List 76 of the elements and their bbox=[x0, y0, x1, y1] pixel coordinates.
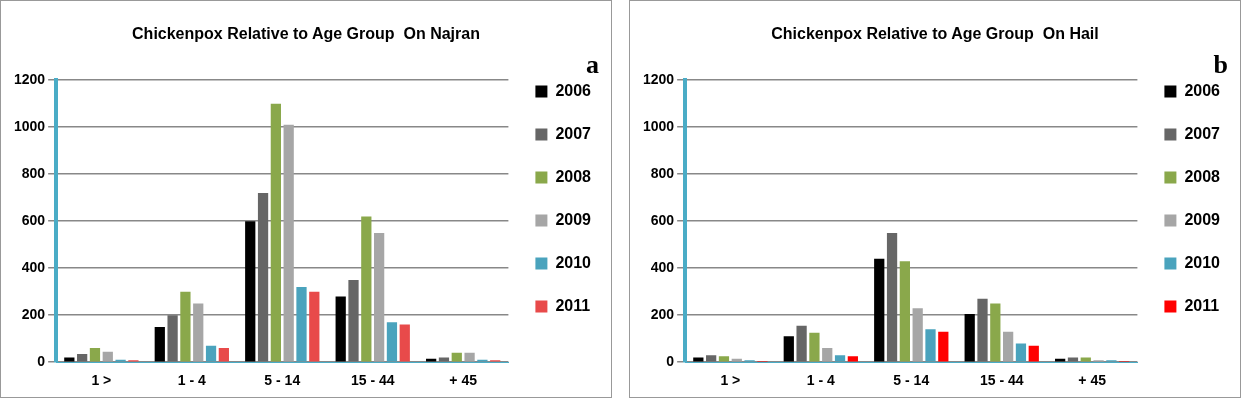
bar bbox=[335, 296, 346, 362]
legend-label: 2007 bbox=[1184, 124, 1221, 142]
bar bbox=[1003, 331, 1014, 362]
bar bbox=[193, 303, 204, 362]
bar bbox=[977, 298, 988, 362]
bar bbox=[938, 331, 949, 362]
legend-label: 2006 bbox=[555, 81, 592, 99]
bar bbox=[874, 258, 885, 362]
bar bbox=[257, 193, 269, 362]
y-tick-label: 0 bbox=[37, 353, 46, 370]
y-tick-label: 200 bbox=[21, 306, 46, 323]
x-tick-label: + 45 bbox=[1078, 372, 1107, 389]
bar bbox=[283, 124, 294, 362]
x-tick-label: 15 - 44 bbox=[979, 372, 1024, 389]
y-tick-label: 1200 bbox=[13, 71, 46, 88]
bar bbox=[964, 314, 975, 362]
bar bbox=[706, 355, 717, 362]
bar bbox=[180, 291, 191, 362]
x-tick-label: 5 - 14 bbox=[893, 372, 930, 389]
x-tick-label: 1 - 4 bbox=[806, 372, 836, 389]
bar bbox=[361, 216, 372, 362]
bar bbox=[912, 308, 923, 362]
bar bbox=[309, 291, 320, 362]
x-tick-label: 1 > bbox=[720, 372, 741, 389]
y-tick-label: 800 bbox=[650, 165, 675, 182]
x-tick-label: + 45 bbox=[449, 372, 478, 389]
bar bbox=[1028, 345, 1039, 362]
bar bbox=[990, 303, 1001, 362]
bar bbox=[374, 232, 385, 362]
y-tick-label: 200 bbox=[650, 306, 675, 323]
bar bbox=[154, 326, 165, 362]
y-tick-label: 1200 bbox=[642, 71, 675, 88]
bar bbox=[348, 279, 359, 362]
y-tick-label: 600 bbox=[650, 212, 675, 229]
y-tick-label: 600 bbox=[21, 212, 46, 229]
bar bbox=[218, 348, 229, 362]
bar bbox=[167, 315, 178, 362]
legend-label: 2008 bbox=[1184, 167, 1221, 185]
bar bbox=[451, 352, 462, 362]
bar bbox=[847, 356, 858, 362]
bar bbox=[89, 348, 101, 362]
text: a bbox=[586, 49, 599, 79]
bar bbox=[783, 336, 794, 362]
bar bbox=[899, 261, 910, 362]
bar bbox=[718, 356, 730, 362]
bar bbox=[245, 221, 256, 362]
bar bbox=[464, 352, 475, 362]
chart-title: Chickenpox Relative to Age Group On Najran bbox=[132, 25, 480, 43]
legend-label: 2010 bbox=[1184, 253, 1221, 271]
legend-label: 2010 bbox=[555, 253, 592, 271]
y-tick-label: 1000 bbox=[642, 118, 675, 135]
y-tick-label: 400 bbox=[650, 259, 675, 276]
y-tick-label: 0 bbox=[666, 353, 675, 370]
x-tick-label: 1 > bbox=[91, 372, 112, 389]
legend-label: 2008 bbox=[555, 167, 592, 185]
bar bbox=[886, 232, 898, 362]
bar bbox=[796, 325, 807, 362]
y-tick-label: 400 bbox=[21, 259, 46, 276]
bar bbox=[270, 103, 281, 362]
x-tick-label: 15 - 44 bbox=[350, 372, 395, 389]
legend-label: 2007 bbox=[555, 124, 592, 142]
legend-label: 2006 bbox=[1184, 81, 1221, 99]
legend-label: 2009 bbox=[1184, 210, 1221, 228]
text: b bbox=[1213, 49, 1228, 79]
legend-label: 2009 bbox=[555, 210, 592, 228]
chart-title: Chickenpox Relative to Age Group On Hail bbox=[771, 25, 1099, 43]
bar bbox=[399, 324, 410, 362]
x-tick-label: 5 - 14 bbox=[264, 372, 301, 389]
x-tick-label: 1 - 4 bbox=[177, 372, 207, 389]
bar bbox=[809, 332, 820, 362]
bar bbox=[77, 353, 88, 362]
bar bbox=[822, 348, 833, 362]
y-tick-label: 800 bbox=[21, 165, 46, 182]
legend-label: 2011 bbox=[1184, 296, 1220, 314]
y-tick-label: 1000 bbox=[13, 118, 46, 135]
legend-label: 2011 bbox=[555, 296, 591, 314]
